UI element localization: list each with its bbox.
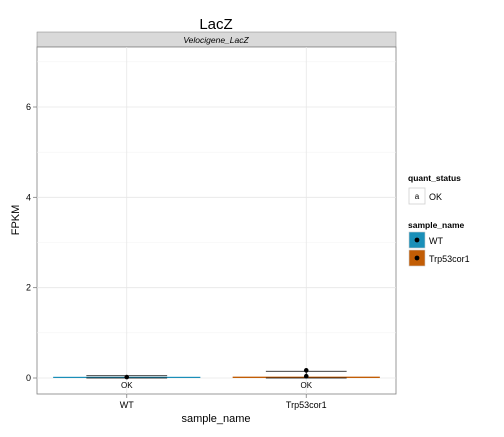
status-annotation: OK [300,381,312,390]
legend-quant-status-label: OK [429,192,442,202]
facet-strip-label: Velocigene_LacZ [183,35,249,45]
chart-title: LacZ [199,16,232,33]
data-point-upper [303,368,309,373]
legend-quant-status: quant_status a OK [408,173,461,205]
x-axis-label: sample_name [181,413,250,425]
y-tick-label: 0 [26,373,31,383]
annotations-layer: OK OK [121,381,313,390]
legend-key-wt-point [414,237,420,243]
x-tick-label: Trp53cor1 [286,400,327,410]
x-tick-label: WT [120,400,134,410]
legend-sample-name-title: sample_name [408,220,464,230]
legend-sample-name: sample_name WT Trp53cor1 [408,220,470,267]
y-axis: 0 2 4 6 [26,102,37,383]
y-tick-label: 2 [26,283,31,293]
legend-key-trp53cor1-point [414,255,420,261]
y-tick-label: 6 [26,102,31,112]
points-layer [124,368,309,380]
legend-quant-status-title: quant_status [408,173,461,183]
legend-label-wt: WT [429,236,443,246]
data-point [124,374,130,380]
grid-layer [37,47,396,394]
legend-label-trp53cor1: Trp53cor1 [429,254,470,264]
x-axis: WT Trp53cor1 [120,394,327,410]
legend-quant-status-key [408,187,426,205]
y-tick-label: 4 [26,192,31,202]
status-annotation: OK [121,381,133,390]
legend-quant-status-key-glyph: a [415,192,420,201]
y-axis-label: FPKM [10,205,22,236]
data-point [303,373,309,379]
plot-panel [36,46,397,395]
